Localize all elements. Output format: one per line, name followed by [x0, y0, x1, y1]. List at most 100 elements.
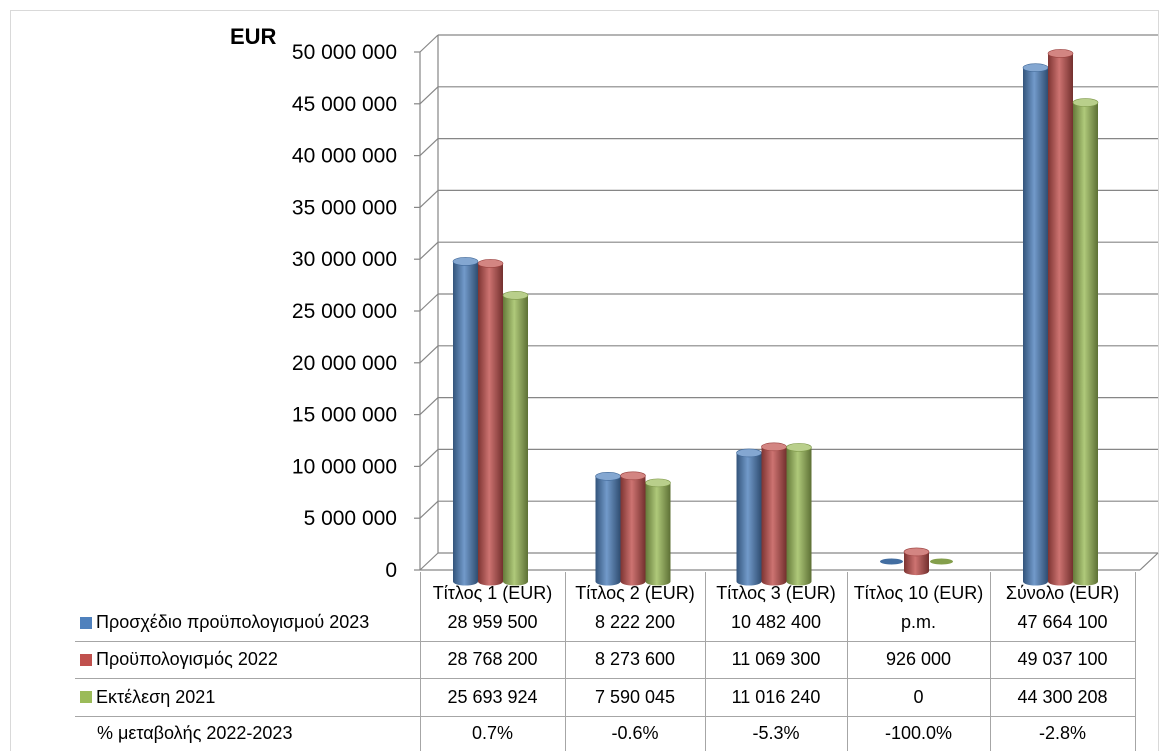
bar-body: [478, 263, 503, 582]
table-cell: 926 000: [885, 649, 952, 669]
y-tick-label: 45 000 000: [292, 93, 397, 116]
bar-base: [761, 577, 787, 586]
table-cell: 11 069 300: [731, 649, 821, 669]
bars-layer: [452, 49, 1099, 586]
bar-base: [786, 577, 812, 586]
bar-cap: [1047, 49, 1074, 58]
bar-body: [1023, 67, 1048, 582]
table-cell: 25 693 924: [447, 686, 538, 707]
table-cell: 49 037 100: [1017, 649, 1108, 669]
y-axis-title: EUR: [230, 24, 277, 49]
bar-base: [503, 577, 528, 586]
table-cell: 47 664 100: [1017, 612, 1108, 632]
legend-label-series-3: Εκτέλεση 2021: [96, 686, 216, 707]
bar-base: [620, 577, 646, 586]
table-row-divider: [75, 678, 1135, 679]
bar-series-2-category-4: [903, 547, 930, 576]
change-cell: -0.6%: [611, 723, 659, 743]
y-tick-label: 35 000 000: [292, 196, 397, 219]
side-wall-gridline: [419, 448, 439, 467]
bar-base: [453, 577, 478, 586]
floor-right-edge: [1139, 552, 1159, 571]
table-cell: 7 590 045: [594, 686, 676, 707]
change-cell: -5.3%: [752, 723, 800, 743]
bar-cap: [761, 442, 787, 452]
bar-base: [1048, 577, 1073, 586]
table-row-divider: [75, 641, 1135, 642]
bar-series-1-category-1: [452, 257, 479, 586]
bar-flat-disc: [880, 558, 903, 565]
bar-base: [645, 577, 671, 586]
category-label: Τίτλος 1 (EUR): [432, 582, 553, 603]
side-wall-gridline: [419, 86, 439, 105]
legend-swatch-series-1: [80, 617, 92, 629]
bar-cap: [1022, 63, 1049, 72]
category-label: Τίτλος 3 (EUR): [716, 582, 836, 603]
bar-cap: [786, 443, 812, 452]
side-wall-gridline: [419, 500, 439, 519]
change-cell: 0.7%: [471, 723, 514, 743]
bar-cap: [452, 257, 479, 266]
y-tick-label: 50 000 000: [292, 41, 397, 64]
table-column-divider: [420, 572, 421, 751]
table-cell: 10 482 400: [730, 612, 822, 632]
bar-body: [761, 446, 787, 582]
y-tick-label: 10 000 000: [292, 455, 397, 478]
bar-series-3-category-4: [930, 558, 953, 565]
bar-series-3-category-1: [502, 291, 529, 586]
bar-series-1-category-4: [880, 558, 903, 565]
chart-frame: [10, 10, 1159, 751]
bar-series-3-category-3: [786, 443, 812, 586]
change-cell: -2.8%: [1038, 723, 1087, 743]
y-tick-label: 0: [385, 559, 397, 582]
change-row-label: % μεταβολής 2022-2023: [97, 723, 293, 743]
bar-body: [595, 476, 621, 582]
bar-base: [478, 577, 503, 586]
change-cell: -100.0%: [884, 723, 953, 743]
bar-series-1-category-2: [595, 472, 621, 586]
side-wall-gridline: [419, 345, 439, 364]
bar-cap: [903, 547, 930, 557]
bar-body: [620, 475, 646, 582]
table-cell: 8 273 600: [594, 649, 676, 669]
table-cell: 28 768 200: [447, 649, 538, 669]
bar-body: [503, 295, 528, 582]
bar-series-3-category-5: [1072, 98, 1099, 586]
bar-cap: [736, 448, 762, 458]
side-wall-gridline: [419, 189, 439, 208]
side-wall-gridline: [419, 34, 439, 53]
table-column-divider: [990, 572, 991, 751]
table-column-divider: [705, 572, 706, 751]
side-wall-gridline: [419, 397, 439, 416]
category-label: Σύνολο (EUR): [1005, 582, 1120, 603]
y-tick-label: 30 000 000: [292, 248, 397, 271]
legend-swatch-series-3: [80, 691, 92, 703]
y-tick-label: 5 000 000: [304, 507, 397, 530]
legend-swatch-series-2: [80, 654, 92, 666]
bar-base: [1023, 577, 1048, 586]
bar-series-1-category-5: [1022, 63, 1049, 586]
bar-cap: [477, 259, 504, 268]
bar-cap: [645, 478, 671, 488]
side-wall-gridline: [419, 241, 439, 260]
table-cell: 0: [913, 686, 924, 707]
bar-cap: [502, 291, 529, 300]
table-cell: 11 016 240: [731, 686, 821, 707]
bar-series-2-category-3: [761, 442, 787, 586]
y-tick-label: 20 000 000: [292, 352, 397, 375]
table-cell: p.m.: [900, 612, 936, 632]
bar-base: [736, 577, 762, 586]
table-cell: 44 300 208: [1017, 686, 1108, 707]
bar-body: [904, 551, 929, 572]
bar-body: [1048, 53, 1073, 582]
bar-base: [904, 567, 929, 576]
bar-cap: [620, 471, 646, 481]
side-wall-gridline: [419, 552, 439, 571]
category-label: Τίτλος 10 (EUR): [853, 582, 984, 603]
table-column-divider: [1135, 572, 1136, 751]
bar-cap: [1072, 98, 1099, 107]
legend-label-series-2: Προϋπολογισμός 2022: [96, 649, 278, 669]
bar-body: [453, 261, 478, 582]
y-tick-label: 25 000 000: [292, 300, 397, 323]
